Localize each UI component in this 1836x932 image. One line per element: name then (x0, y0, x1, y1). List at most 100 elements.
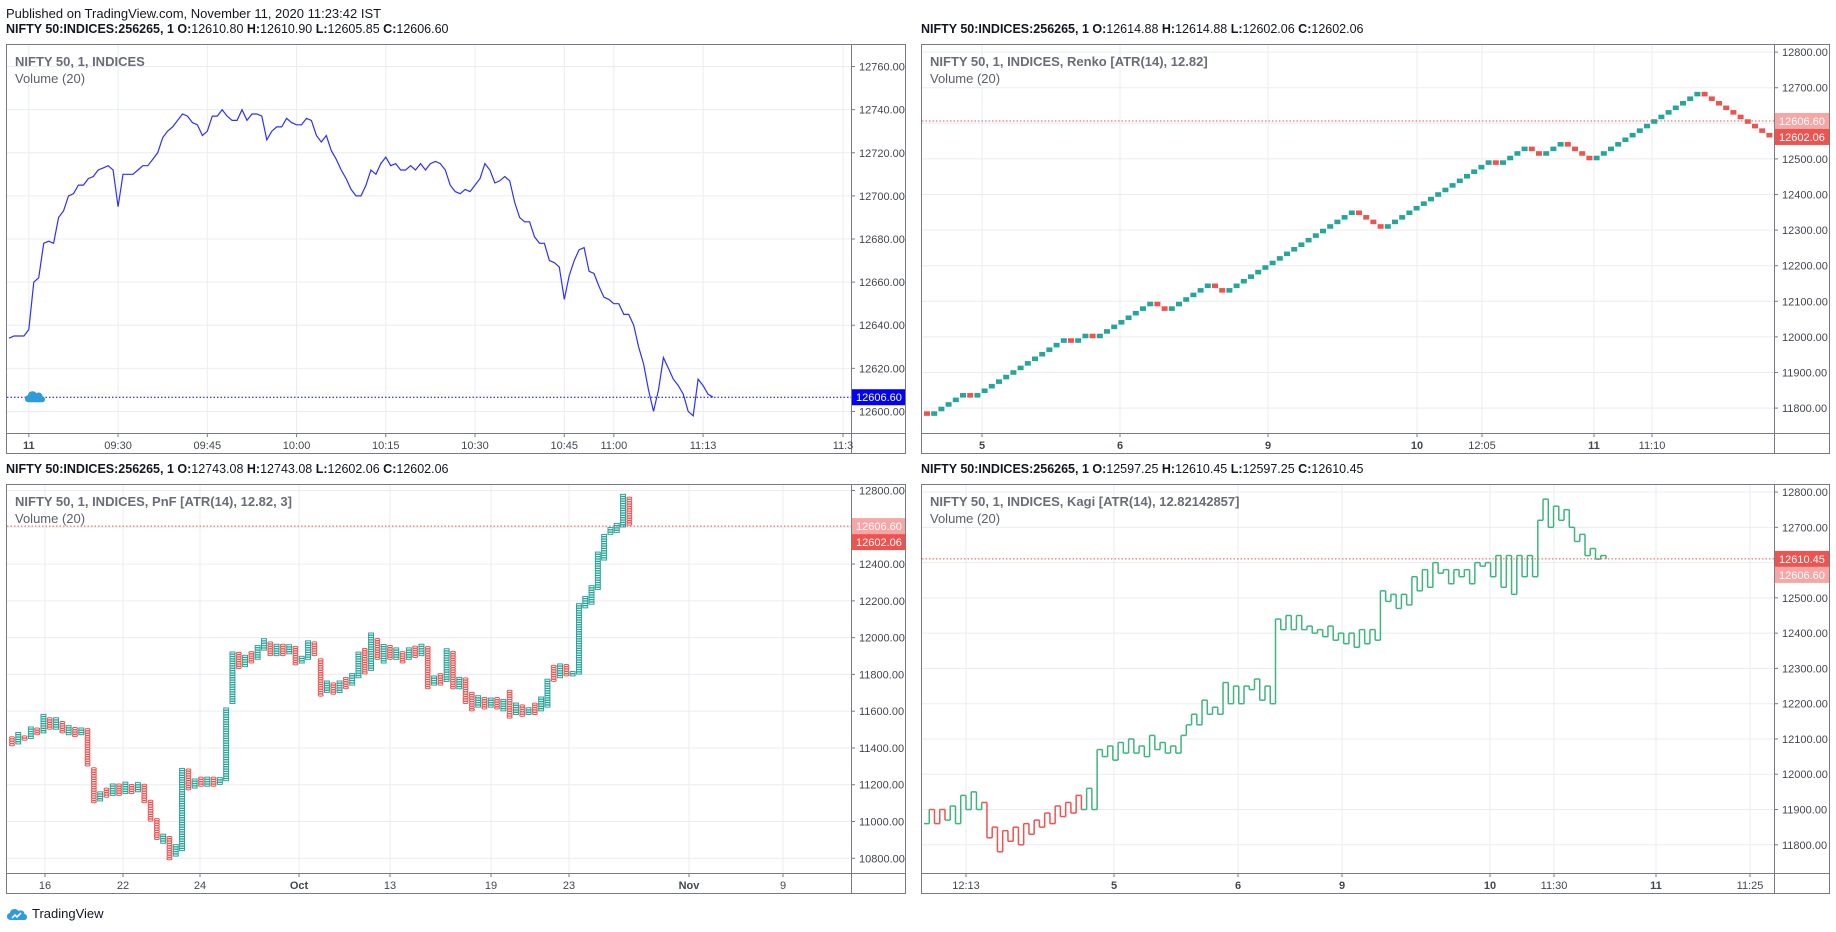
renko-brick-up (1442, 187, 1449, 193)
pnf-x-box (122, 786, 129, 790)
pnf-x-box (179, 791, 186, 795)
last-price-label: 12606.60 (856, 521, 902, 533)
pnf-x-box (286, 648, 293, 652)
pnf-o-box (311, 648, 318, 652)
pnf-o-box (166, 845, 173, 849)
pnf-x-box (368, 634, 375, 638)
pnf-x-box (443, 674, 450, 678)
pnf-o-box (342, 686, 349, 690)
time-tick-label: 5 (1111, 880, 1117, 892)
pnf-x-box (607, 531, 614, 535)
pnf-x-box (475, 699, 482, 703)
pnf-o-box (90, 790, 97, 794)
chart-frame[interactable]: 12760.00 12740.00 12720.00 12700.00 12680.00… (6, 44, 906, 454)
pnf-o-box (626, 506, 633, 510)
pnf-x-box (223, 707, 230, 711)
renko-brick-up (1147, 301, 1154, 307)
pnf-x-box (576, 666, 582, 670)
renko-brick-up (981, 388, 988, 394)
pnf-x-box (582, 600, 589, 604)
pnf-x-box (368, 653, 375, 657)
pnf-x-box (576, 662, 582, 666)
pnf-o-box (84, 739, 91, 743)
pnf-x-box (135, 789, 141, 793)
pnf-x-box (405, 654, 412, 658)
header-symbol: NIFTY 50:INDICES:256265, 1 (6, 22, 174, 36)
renko-brick-up (1406, 210, 1413, 216)
pnf-x-box (544, 692, 551, 696)
price-tick-label: 12800.00 (859, 486, 905, 498)
pnf-x-box (15, 731, 22, 735)
pnf-x-box (544, 704, 551, 708)
pnf-o-box (9, 743, 15, 747)
pnf-x-box (355, 651, 362, 655)
pnf-x-box (191, 778, 198, 782)
tradingview-logo[interactable]: TradingView (6, 906, 104, 921)
renko-brick-down (1068, 338, 1074, 343)
pnf-x-box (443, 671, 450, 675)
renko-brick-down (1154, 301, 1161, 307)
pnf-o-box (387, 645, 393, 649)
renko-brick-down (1377, 224, 1384, 229)
pnf-x-box (223, 771, 230, 775)
renko-brick-up (1413, 205, 1420, 211)
pnf-o-box (141, 795, 148, 799)
chart-frame[interactable]: 12800.0012700.0012600.0012500.0012400.00… (921, 484, 1830, 894)
pnf-o-box (72, 731, 78, 735)
pnf-o-box (506, 706, 513, 710)
pnf-o-box (317, 670, 324, 674)
pnf-o-box (506, 703, 513, 707)
pnf-o-box (317, 665, 324, 669)
pnf-x-box (53, 721, 59, 725)
pnf-x-box (576, 640, 582, 644)
pnf-x-box (443, 662, 450, 666)
pnf-o-box (424, 648, 431, 652)
chart-frame[interactable]: 12800.0012700.0012600.0012500.0012400.00… (921, 44, 1830, 454)
renko-brick-up (974, 393, 981, 398)
pnf-x-box (15, 734, 22, 738)
pnf-o-box (21, 735, 28, 739)
pnf-o-box (84, 737, 91, 741)
pnf-chart-svg[interactable]: 12800.0012600.0012400.0012200.0012000.00… (7, 485, 906, 894)
pnf-x-box (544, 681, 551, 685)
line-chart-svg[interactable]: 12760.00 12740.00 12720.00 12700.00 12680.00… (7, 45, 906, 454)
pnf-x-box (582, 605, 589, 609)
pnf-x-box (135, 784, 141, 788)
pnf-x-box (273, 643, 280, 647)
price-tick-label: 12800.00 (1782, 47, 1828, 59)
pnf-x-box (223, 749, 230, 753)
pnf-x-box (620, 498, 626, 502)
chart-frame[interactable]: 12800.0012600.0012400.0012200.0012000.00… (6, 484, 906, 894)
pnf-o-box (317, 660, 324, 664)
pnf-x-box (613, 529, 620, 533)
pnf-x-box (223, 756, 230, 760)
pnf-x-box (418, 648, 425, 652)
pnf-o-box (374, 640, 381, 644)
pnf-o-box (311, 653, 318, 657)
pnf-o-box (506, 715, 513, 719)
pnf-x-box (229, 667, 236, 671)
renko-brick-up (1694, 91, 1701, 97)
header-close: 12606.60 (396, 22, 449, 36)
pnf-x-box (456, 676, 463, 680)
renko-chart-svg[interactable]: 12800.0012700.0012600.0012500.0012400.00… (922, 45, 1830, 454)
pnf-x-box (179, 831, 186, 835)
pnf-o-box (462, 684, 469, 688)
pnf-x-box (27, 726, 34, 730)
renko-brick-up (1284, 251, 1290, 257)
renko-brick-up (1399, 215, 1406, 220)
kagi-chart-svg[interactable]: 12800.0012700.0012600.0012500.0012400.00… (922, 485, 1830, 894)
pnf-x-box (576, 633, 582, 637)
renko-brick-down (1219, 288, 1226, 293)
pnf-o-box (185, 780, 192, 784)
pnf-x-box (286, 646, 293, 650)
pnf-x-box (191, 780, 198, 784)
pnf-o-box (185, 768, 192, 772)
pnf-x-box (601, 548, 608, 552)
pnf-x-box (355, 658, 362, 662)
pnf-x-box (223, 719, 230, 723)
pnf-x-box (78, 732, 85, 736)
pnf-x-box (179, 774, 186, 778)
pnf-o-box (198, 781, 204, 785)
price-tick-label: 12200.00 (1782, 699, 1828, 711)
